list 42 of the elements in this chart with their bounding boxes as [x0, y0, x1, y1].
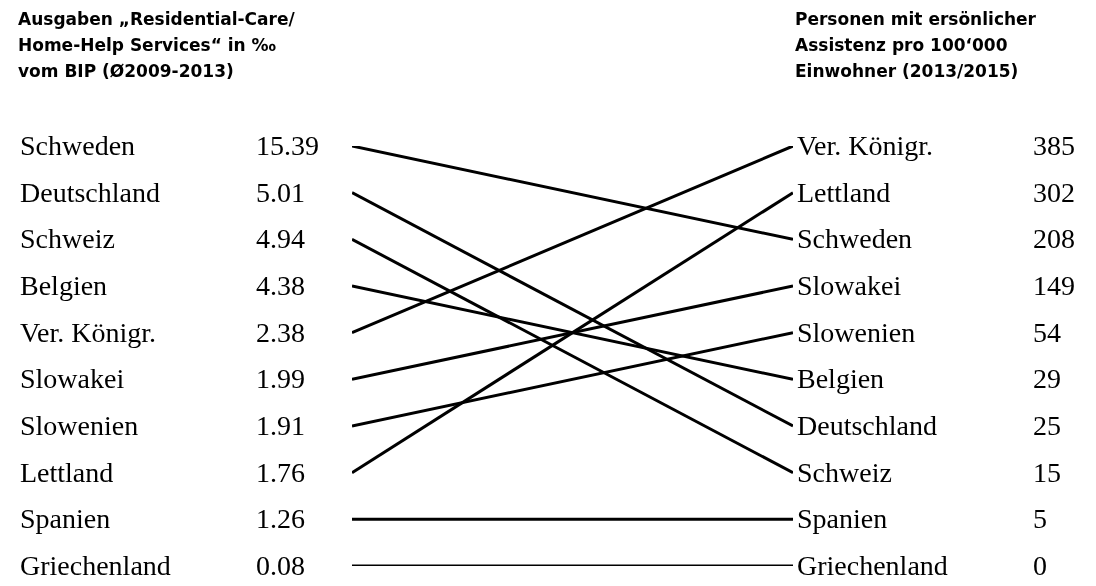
- category-label: Spanien: [20, 503, 111, 536]
- category-label: Ver. Königr.: [797, 130, 934, 162]
- category-label: Belgien: [797, 363, 885, 396]
- data-label: 4.38: [256, 270, 305, 302]
- data-label: 149: [1033, 270, 1075, 302]
- category-label: Schweden: [20, 130, 136, 162]
- data-label: 15.39: [256, 130, 319, 162]
- data-label: 0: [1033, 550, 1047, 582]
- data-label: 208: [1033, 223, 1075, 256]
- data-label: 1.76: [256, 456, 305, 489]
- data-label: 302: [1033, 176, 1075, 209]
- data-label: 1.91: [256, 410, 305, 442]
- data-label: 1.99: [256, 363, 305, 396]
- data-label: 0.08: [256, 550, 305, 582]
- category-label: Lettland: [797, 176, 891, 209]
- data-label: 4.94: [256, 223, 305, 256]
- category-label: Griechenland: [20, 550, 171, 582]
- text: Personen mit ersönlicher Assistenz pro 100‘000 Einwohner (2013/2015): [795, 8, 1037, 83]
- category-label: Deutschland: [20, 176, 160, 209]
- category-label: Ver. Königr.: [20, 316, 157, 349]
- data-label: 2.38: [256, 316, 305, 349]
- category-label: Lettland: [20, 456, 114, 489]
- category-label: Schweiz: [797, 456, 892, 489]
- data-label: 5: [1033, 503, 1047, 536]
- category-label: Schweiz: [20, 223, 115, 256]
- data-label: 385: [1033, 130, 1075, 162]
- category-label: Schweden: [797, 223, 913, 256]
- data-label: 1.26: [256, 503, 305, 536]
- data-label: 15: [1033, 456, 1061, 489]
- category-label: Spanien: [797, 503, 888, 536]
- category-label: Slowenien: [797, 316, 916, 349]
- category-label: Slowenien: [20, 410, 139, 442]
- category-label: Deutschland: [797, 410, 937, 442]
- data-label: 54: [1033, 316, 1061, 349]
- text: Ausgaben „Residential-Care/ Home-Help Services“ in ‰ vom BIP (Ø2009-2013): [18, 8, 296, 83]
- category-label: Slowakei: [797, 270, 902, 302]
- data-label: 25: [1033, 410, 1061, 442]
- data-label: 5.01: [256, 176, 305, 209]
- data-label: 29: [1033, 363, 1061, 396]
- category-label: Slowakei: [20, 363, 125, 396]
- category-label: Griechenland: [797, 550, 948, 582]
- category-label: Belgien: [20, 270, 108, 302]
